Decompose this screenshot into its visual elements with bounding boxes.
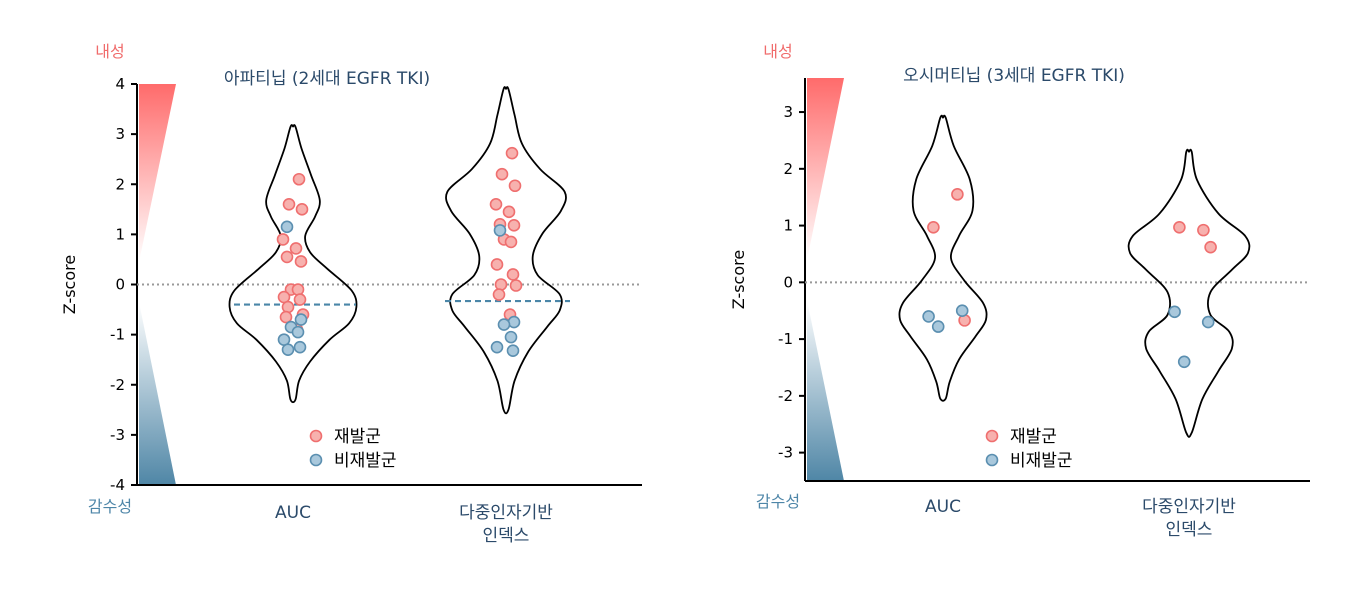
category-label-line: 인덱스 xyxy=(1166,520,1213,540)
relapse-point xyxy=(495,167,509,181)
nonrelapse-point xyxy=(281,343,295,356)
nonrelapse-point xyxy=(1201,315,1215,329)
relapse-point xyxy=(281,300,295,314)
relapse-point xyxy=(506,268,520,281)
chart-title: 오시머티닙 (3세대 EGFR TKI) xyxy=(903,66,1125,86)
legend-marker-1 xyxy=(985,429,999,443)
y-tick-label: -1 xyxy=(110,326,125,344)
resistant-gradient-wedge xyxy=(807,78,844,260)
y-axis-label: Z-score xyxy=(60,255,79,314)
y-tick-label: 2 xyxy=(783,160,793,178)
violin-1 xyxy=(228,124,358,404)
relapse-point xyxy=(502,205,516,219)
nonrelapse-point xyxy=(506,344,520,357)
category-label-line: AUC xyxy=(275,503,311,523)
violin-2 xyxy=(445,86,567,415)
y-tick-label: 1 xyxy=(115,225,125,243)
y-tick-label: 1 xyxy=(783,217,793,235)
relapse-point xyxy=(276,233,290,246)
relapse-point xyxy=(1204,240,1217,254)
nonrelapse-point xyxy=(280,220,294,234)
legend-marker-2 xyxy=(309,453,323,467)
relapse-point xyxy=(489,198,503,211)
relapse-point xyxy=(507,219,521,232)
nonrelapse-point xyxy=(490,340,504,354)
y-tick-label: -3 xyxy=(110,426,125,444)
relapse-point xyxy=(1173,220,1186,234)
nonrelapse-point xyxy=(291,325,305,339)
nonrelapse-point xyxy=(294,313,308,326)
y-tick-label: 0 xyxy=(115,276,125,294)
relapse-point xyxy=(279,310,293,324)
legend-marker-2 xyxy=(985,453,999,467)
resistant-label: 내성 xyxy=(95,42,124,61)
sensitive-label: 감수성 xyxy=(88,497,132,516)
relapse-point xyxy=(927,220,940,234)
sensitive-label: 감수성 xyxy=(756,492,800,511)
legend-entry-1: 재발군 xyxy=(334,427,381,447)
nonrelapse-point xyxy=(931,320,945,333)
sensitive-gradient-wedge xyxy=(139,302,176,485)
relapse-point xyxy=(282,198,296,211)
y-tick-label: -4 xyxy=(110,476,125,494)
relapse-point xyxy=(292,172,306,186)
nonrelapse-point xyxy=(922,310,935,323)
violin-2 xyxy=(1127,148,1251,438)
category-label-line: AUC xyxy=(925,497,961,517)
violin-1 xyxy=(898,114,988,402)
y-tick-label: 3 xyxy=(783,103,793,121)
nonrelapse-point xyxy=(293,340,307,354)
y-tick-label: 2 xyxy=(115,175,125,193)
legend-entry-2: 비재발군 xyxy=(334,451,397,471)
relapse-point xyxy=(280,250,294,264)
relapse-point xyxy=(293,293,307,306)
y-tick-label: -1 xyxy=(778,330,793,348)
nonrelapse-point xyxy=(497,318,511,331)
relapse-point xyxy=(294,255,308,268)
relapse-point xyxy=(289,242,303,255)
relapse-point xyxy=(291,283,305,296)
legend-entry-2: 비재발군 xyxy=(1010,451,1073,471)
category-label: AUC xyxy=(275,503,311,523)
relapse-point xyxy=(505,146,519,160)
category-label-line: 인덱스 xyxy=(483,526,530,546)
relapse-point xyxy=(494,278,508,291)
y-tick-label: -2 xyxy=(778,387,793,405)
relapse-point xyxy=(508,179,522,193)
nonrelapse-point xyxy=(493,224,507,237)
y-tick-label: -2 xyxy=(110,376,125,394)
relapse-point xyxy=(1197,223,1210,237)
relapse-point xyxy=(492,288,506,301)
y-tick-label: 0 xyxy=(783,273,793,291)
y-tick-label: 4 xyxy=(115,75,125,93)
y-tick-label: -3 xyxy=(778,444,793,462)
sensitive-gradient-wedge xyxy=(807,300,844,481)
legend-marker-1 xyxy=(309,429,323,443)
nonrelapse-point xyxy=(1168,305,1181,319)
nonrelapse-point xyxy=(504,330,518,344)
nonrelapse-point xyxy=(955,304,969,318)
resistant-label: 내성 xyxy=(763,42,792,61)
relapse-point xyxy=(295,203,309,216)
y-axis-label: Z-score xyxy=(729,250,748,309)
relapse-point xyxy=(504,235,518,249)
relapse-point xyxy=(490,258,504,271)
y-tick-label: 3 xyxy=(115,125,125,143)
category-label: AUC xyxy=(925,497,961,517)
relapse-point xyxy=(509,279,523,292)
nonrelapse-point xyxy=(1177,355,1191,369)
legend-entry-1: 재발군 xyxy=(1010,427,1057,447)
chart-title: 아파티닙 (2세대 EGFR TKI) xyxy=(224,69,430,89)
category-label-line: 다중인자기반 xyxy=(459,503,553,523)
resistant-gradient-wedge xyxy=(139,84,176,262)
category-label-line: 다중인자기반 xyxy=(1142,497,1236,517)
relapse-point xyxy=(951,188,964,201)
